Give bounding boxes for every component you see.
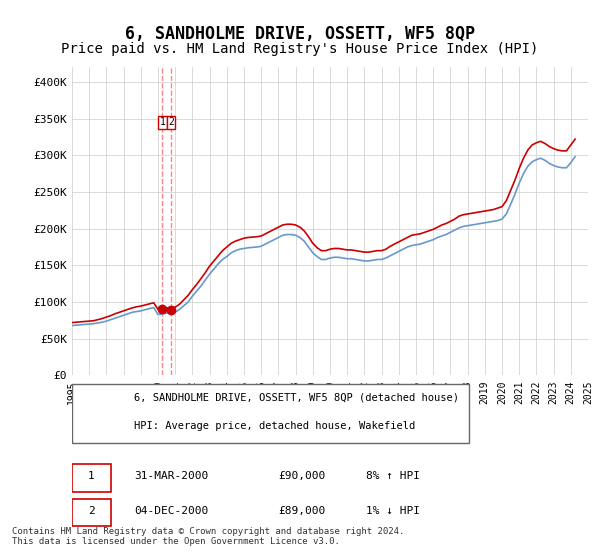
Text: HPI: Average price, detached house, Wakefield: HPI: Average price, detached house, Wake… xyxy=(134,421,415,431)
Text: 6, SANDHOLME DRIVE, OSSETT, WF5 8QP (detached house): 6, SANDHOLME DRIVE, OSSETT, WF5 8QP (det… xyxy=(134,393,459,403)
Text: £89,000: £89,000 xyxy=(278,506,326,516)
Text: 6, SANDHOLME DRIVE, OSSETT, WF5 8QP (detached house): 6, SANDHOLME DRIVE, OSSETT, WF5 8QP (det… xyxy=(134,393,459,403)
Text: 1% ↓ HPI: 1% ↓ HPI xyxy=(366,506,420,516)
Text: Contains HM Land Registry data © Crown copyright and database right 2024.
This d: Contains HM Land Registry data © Crown c… xyxy=(12,526,404,546)
FancyBboxPatch shape xyxy=(72,384,469,443)
Text: 1: 1 xyxy=(160,117,165,127)
Text: 2: 2 xyxy=(168,117,174,127)
Text: 31-MAR-2000: 31-MAR-2000 xyxy=(134,471,208,481)
FancyBboxPatch shape xyxy=(72,464,110,492)
Text: £90,000: £90,000 xyxy=(278,471,326,481)
Text: 04-DEC-2000: 04-DEC-2000 xyxy=(134,506,208,516)
FancyBboxPatch shape xyxy=(72,498,110,526)
Text: 8% ↑ HPI: 8% ↑ HPI xyxy=(366,471,420,481)
Text: 1: 1 xyxy=(88,471,94,481)
Text: 2: 2 xyxy=(88,506,94,516)
Text: Price paid vs. HM Land Registry's House Price Index (HPI): Price paid vs. HM Land Registry's House … xyxy=(61,42,539,56)
Text: 6, SANDHOLME DRIVE, OSSETT, WF5 8QP: 6, SANDHOLME DRIVE, OSSETT, WF5 8QP xyxy=(125,25,475,43)
Text: HPI: Average price, detached house, Wakefield: HPI: Average price, detached house, Wake… xyxy=(134,421,415,431)
